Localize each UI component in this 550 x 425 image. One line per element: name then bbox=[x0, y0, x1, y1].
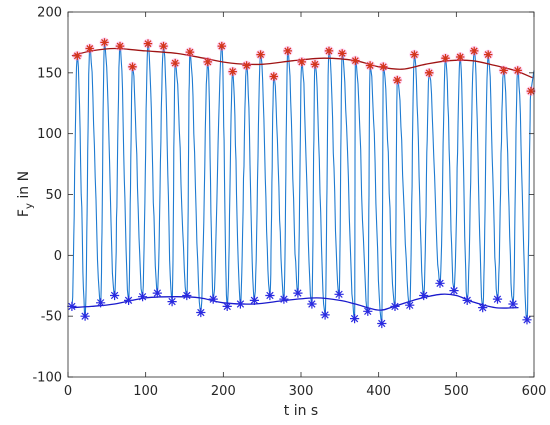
x-tick-label: 200 bbox=[211, 384, 236, 399]
peak-marker bbox=[158, 41, 169, 52]
valley-marker bbox=[196, 307, 206, 318]
valley-marker bbox=[110, 290, 120, 301]
valley-marker bbox=[405, 300, 415, 310]
peak-marker bbox=[202, 56, 213, 67]
y-tick-label: 100 bbox=[37, 127, 62, 142]
peak-marker bbox=[455, 52, 466, 63]
peak-marker bbox=[409, 49, 420, 60]
peak-marker bbox=[282, 45, 293, 56]
peak-marker bbox=[184, 47, 195, 58]
peak-marker bbox=[469, 45, 480, 56]
peak-marker bbox=[170, 58, 181, 69]
x-tick-label: 600 bbox=[522, 384, 547, 399]
valley-marker bbox=[208, 294, 218, 304]
y-axis-label-main: F bbox=[16, 209, 32, 217]
envelope-layer bbox=[71, 47, 533, 311]
valley-marker bbox=[67, 301, 77, 311]
peak-marker bbox=[227, 66, 238, 77]
valley-marker bbox=[350, 314, 360, 324]
y-tick-label: 200 bbox=[37, 6, 62, 21]
valley-marker bbox=[478, 303, 488, 313]
valley-marker bbox=[334, 289, 344, 299]
peak-marker bbox=[365, 60, 376, 71]
y-axis-label: Fy in N bbox=[16, 171, 35, 217]
valley-marker bbox=[265, 290, 275, 301]
peak-marker bbox=[142, 38, 153, 49]
valley-marker bbox=[377, 318, 387, 329]
valley-marker bbox=[307, 299, 317, 309]
valley-marker bbox=[124, 295, 134, 305]
valley-marker bbox=[293, 288, 303, 298]
valley-marker bbox=[138, 292, 148, 302]
y-tick-label: 50 bbox=[45, 188, 62, 203]
peak-marker bbox=[84, 43, 95, 54]
valley-marker bbox=[96, 298, 106, 308]
y-tick-label: -50 bbox=[41, 310, 62, 325]
x-tick-label: 500 bbox=[444, 384, 469, 399]
y-axis-label-rest: in N bbox=[16, 171, 32, 203]
peak-marker bbox=[525, 86, 536, 97]
valley-marker bbox=[279, 294, 289, 304]
valley-marker bbox=[363, 306, 373, 316]
y-tick-label: 0 bbox=[54, 249, 62, 264]
valley-marker bbox=[320, 310, 330, 320]
peak-marker bbox=[296, 56, 307, 67]
x-axis-label: t in s bbox=[284, 403, 318, 419]
x-tick-label: 0 bbox=[64, 384, 72, 399]
y-tick-label: -100 bbox=[32, 371, 62, 386]
valley-marker bbox=[419, 290, 429, 301]
valley-marker bbox=[492, 294, 503, 304]
peak-marker bbox=[268, 71, 279, 82]
peak-marker bbox=[255, 49, 266, 60]
valley-marker bbox=[249, 295, 259, 305]
peak-marker bbox=[350, 55, 361, 66]
peak-marker bbox=[483, 49, 494, 60]
valley-marker bbox=[435, 278, 445, 288]
peak-marker bbox=[241, 60, 252, 71]
peak-marker bbox=[99, 37, 110, 48]
peak-marker bbox=[440, 53, 451, 64]
valley-marker bbox=[235, 299, 245, 309]
valley-marker bbox=[80, 311, 90, 321]
valley-marker bbox=[522, 315, 532, 325]
marker-layer bbox=[67, 37, 536, 329]
signal-line bbox=[71, 41, 535, 325]
x-ticks: 0 100 200 300 400 500 600 bbox=[64, 12, 547, 399]
peak-marker bbox=[127, 61, 138, 72]
peak-marker bbox=[115, 41, 126, 52]
lower-envelope-line bbox=[71, 293, 519, 311]
signal-layer bbox=[71, 41, 535, 325]
peak-marker bbox=[337, 48, 348, 59]
peak-marker bbox=[424, 67, 435, 78]
peak-marker bbox=[72, 50, 83, 61]
valley-marker bbox=[222, 301, 232, 311]
valley-marker bbox=[152, 288, 162, 298]
valley-marker bbox=[508, 299, 518, 309]
peak-marker bbox=[378, 61, 389, 72]
y-tick-label: 150 bbox=[37, 66, 62, 81]
peak-marker bbox=[498, 65, 509, 76]
valley-marker bbox=[390, 301, 400, 311]
y-axis-label-sub: y bbox=[24, 203, 35, 209]
valley-marker bbox=[462, 295, 472, 305]
x-tick-label: 300 bbox=[289, 384, 314, 399]
peak-marker bbox=[309, 59, 320, 70]
x-tick-label: 400 bbox=[366, 384, 391, 399]
peak-marker bbox=[392, 75, 403, 86]
y-ticks: -100 -50 0 50 100 150 200 bbox=[32, 6, 534, 386]
valley-marker bbox=[182, 290, 192, 301]
x-tick-label: 100 bbox=[133, 384, 158, 399]
valley-marker bbox=[449, 286, 459, 296]
valley-marker bbox=[167, 297, 177, 307]
peak-marker bbox=[216, 41, 227, 52]
peak-marker bbox=[512, 65, 523, 76]
peak-marker bbox=[323, 45, 334, 56]
upper-envelope-line bbox=[71, 47, 533, 79]
